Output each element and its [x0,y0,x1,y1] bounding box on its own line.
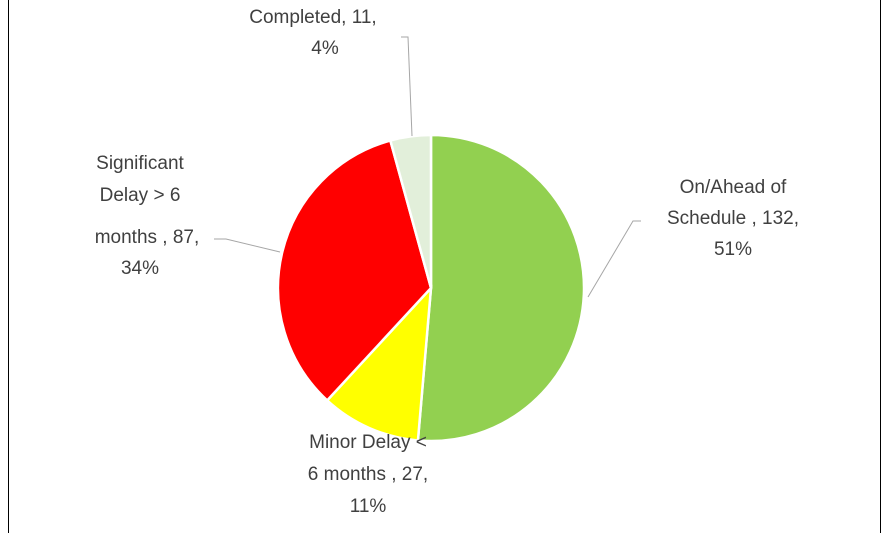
data-label: 11% [350,496,387,517]
data-label: Significant [96,153,184,174]
data-label: 51% [714,239,752,260]
pie [276,133,586,443]
data-label: 4% [311,38,339,59]
leader-line [214,238,281,253]
data-label: On/Ahead of [680,177,787,198]
leader-line [401,36,413,137]
data-label: 34% [121,258,159,279]
data-labels: On/Ahead of Schedule , 132, 51% Minor Delay… [95,7,799,517]
pie-slice [416,133,586,443]
data-label: 6 months , 27, [308,464,428,485]
data-label: months , 87, [95,227,200,248]
pie-slice [325,284,433,442]
data-label: Completed, 11, [249,7,376,28]
data-label: Schedule , 132, [667,208,799,229]
data-label: Delay > 6 [100,185,181,206]
leader-line [587,220,641,298]
data-label: Minor Delay < [309,432,427,453]
pie-slice [388,133,433,289]
pie-slice [276,138,433,403]
